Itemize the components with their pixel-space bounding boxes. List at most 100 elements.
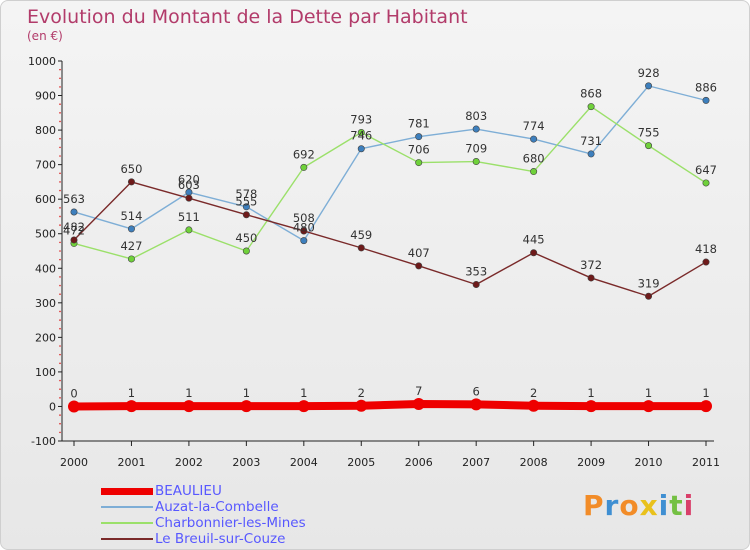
data-point (127, 225, 135, 233)
data-label: 793 (350, 113, 372, 127)
x-tick-label: 2011 (692, 456, 720, 469)
y-minor-tick (59, 215, 61, 218)
data-label: 731 (580, 134, 602, 148)
data-label: 603 (178, 178, 200, 192)
data-point (472, 158, 480, 166)
y-minor-tick (59, 258, 61, 261)
data-label: 1 (243, 386, 250, 400)
y-minor-tick (59, 68, 61, 71)
data-label: 647 (695, 163, 717, 177)
logo-letter: P (583, 489, 605, 522)
data-label: 450 (235, 231, 257, 245)
y-minor-tick (59, 310, 61, 313)
data-point (185, 226, 193, 234)
legend-item: Charbonnier-les-Mines (101, 515, 306, 531)
data-point (125, 400, 138, 413)
data-label: 6 (473, 384, 480, 398)
y-minor-tick (59, 414, 61, 416)
legend-item: BEAULIEU (101, 483, 306, 499)
x-tick-label: 2009 (577, 456, 605, 469)
data-label: 1 (702, 386, 709, 400)
data-point (472, 125, 480, 133)
legend-swatch (101, 522, 153, 524)
y-tick-label: 0 (49, 400, 56, 413)
series-line-le-breuil-sur-couze (73, 181, 707, 297)
data-point (357, 129, 365, 137)
x-tick-label: 2003 (232, 456, 260, 469)
y-minor-tick (59, 77, 61, 80)
data-label: 555 (235, 195, 257, 209)
y-tick-label: 500 (35, 228, 56, 241)
data-point (357, 244, 365, 252)
y-minor-tick (59, 137, 61, 140)
legend-label: Auzat-la-Combelle (155, 499, 279, 515)
logo-letter: i (658, 489, 670, 522)
y-minor-tick (59, 388, 61, 390)
data-point (415, 159, 423, 167)
data-label: 511 (178, 210, 200, 224)
y-minor-tick (59, 345, 61, 347)
data-point (587, 274, 595, 282)
data-point (645, 142, 653, 150)
y-minor-tick (59, 103, 61, 105)
y-tick-label: 1000 (28, 55, 56, 68)
data-point (355, 399, 368, 412)
y-minor-tick (59, 293, 61, 295)
proxiti-logo: Proxiti (583, 489, 694, 522)
data-point (702, 96, 710, 104)
y-minor-tick (59, 241, 61, 244)
data-label: 928 (638, 66, 660, 80)
data-point (300, 163, 308, 171)
data-label: 781 (408, 117, 430, 131)
y-tick-label: 700 (35, 159, 56, 172)
y-tick-label: 200 (35, 331, 56, 344)
series-line-auzat-la-combelle (73, 85, 707, 242)
data-point (587, 150, 595, 158)
x-tick-label: 2000 (60, 456, 88, 469)
data-label: 755 (638, 126, 660, 140)
data-point (240, 400, 253, 413)
x-tick-label: 2008 (520, 456, 548, 469)
y-minor-tick (59, 250, 61, 252)
y-minor-tick (59, 207, 61, 209)
y-minor-tick (59, 189, 61, 192)
y-minor-tick (59, 353, 61, 356)
data-point (702, 258, 710, 266)
data-label: 868 (580, 87, 602, 101)
y-minor-tick (59, 327, 61, 330)
data-point (530, 135, 538, 143)
data-label: 709 (465, 142, 487, 156)
data-label: 706 (408, 143, 430, 157)
logo-letter: t (669, 489, 684, 522)
data-point (300, 227, 308, 235)
data-point (182, 400, 195, 413)
data-label: 372 (580, 258, 602, 272)
legend-swatch (101, 487, 153, 495)
legend-swatch (101, 506, 153, 508)
data-point (242, 203, 250, 211)
x-tick-label: 2005 (347, 456, 375, 469)
data-point (412, 398, 425, 411)
data-label: 514 (120, 209, 142, 223)
series-line-charbonnier-les-mines (73, 105, 707, 260)
y-minor-tick (59, 155, 61, 157)
data-point (70, 208, 78, 216)
legend-item: Le Breuil-sur-Couze (101, 531, 306, 547)
unit-label: (en €) (27, 29, 63, 43)
data-point (530, 168, 538, 176)
y-tick-label: 800 (35, 124, 56, 137)
data-label: 480 (293, 221, 315, 235)
data-label: 803 (465, 109, 487, 123)
logo-letter: x (639, 489, 659, 522)
data-point (127, 178, 135, 186)
y-minor-tick (59, 284, 61, 287)
data-point (470, 398, 483, 411)
data-label: 7 (415, 384, 422, 398)
y-minor-tick (59, 379, 61, 382)
y-minor-tick (59, 120, 61, 123)
data-label: 1 (645, 386, 652, 400)
data-point (587, 103, 595, 111)
y-tick-label: 300 (35, 297, 56, 310)
